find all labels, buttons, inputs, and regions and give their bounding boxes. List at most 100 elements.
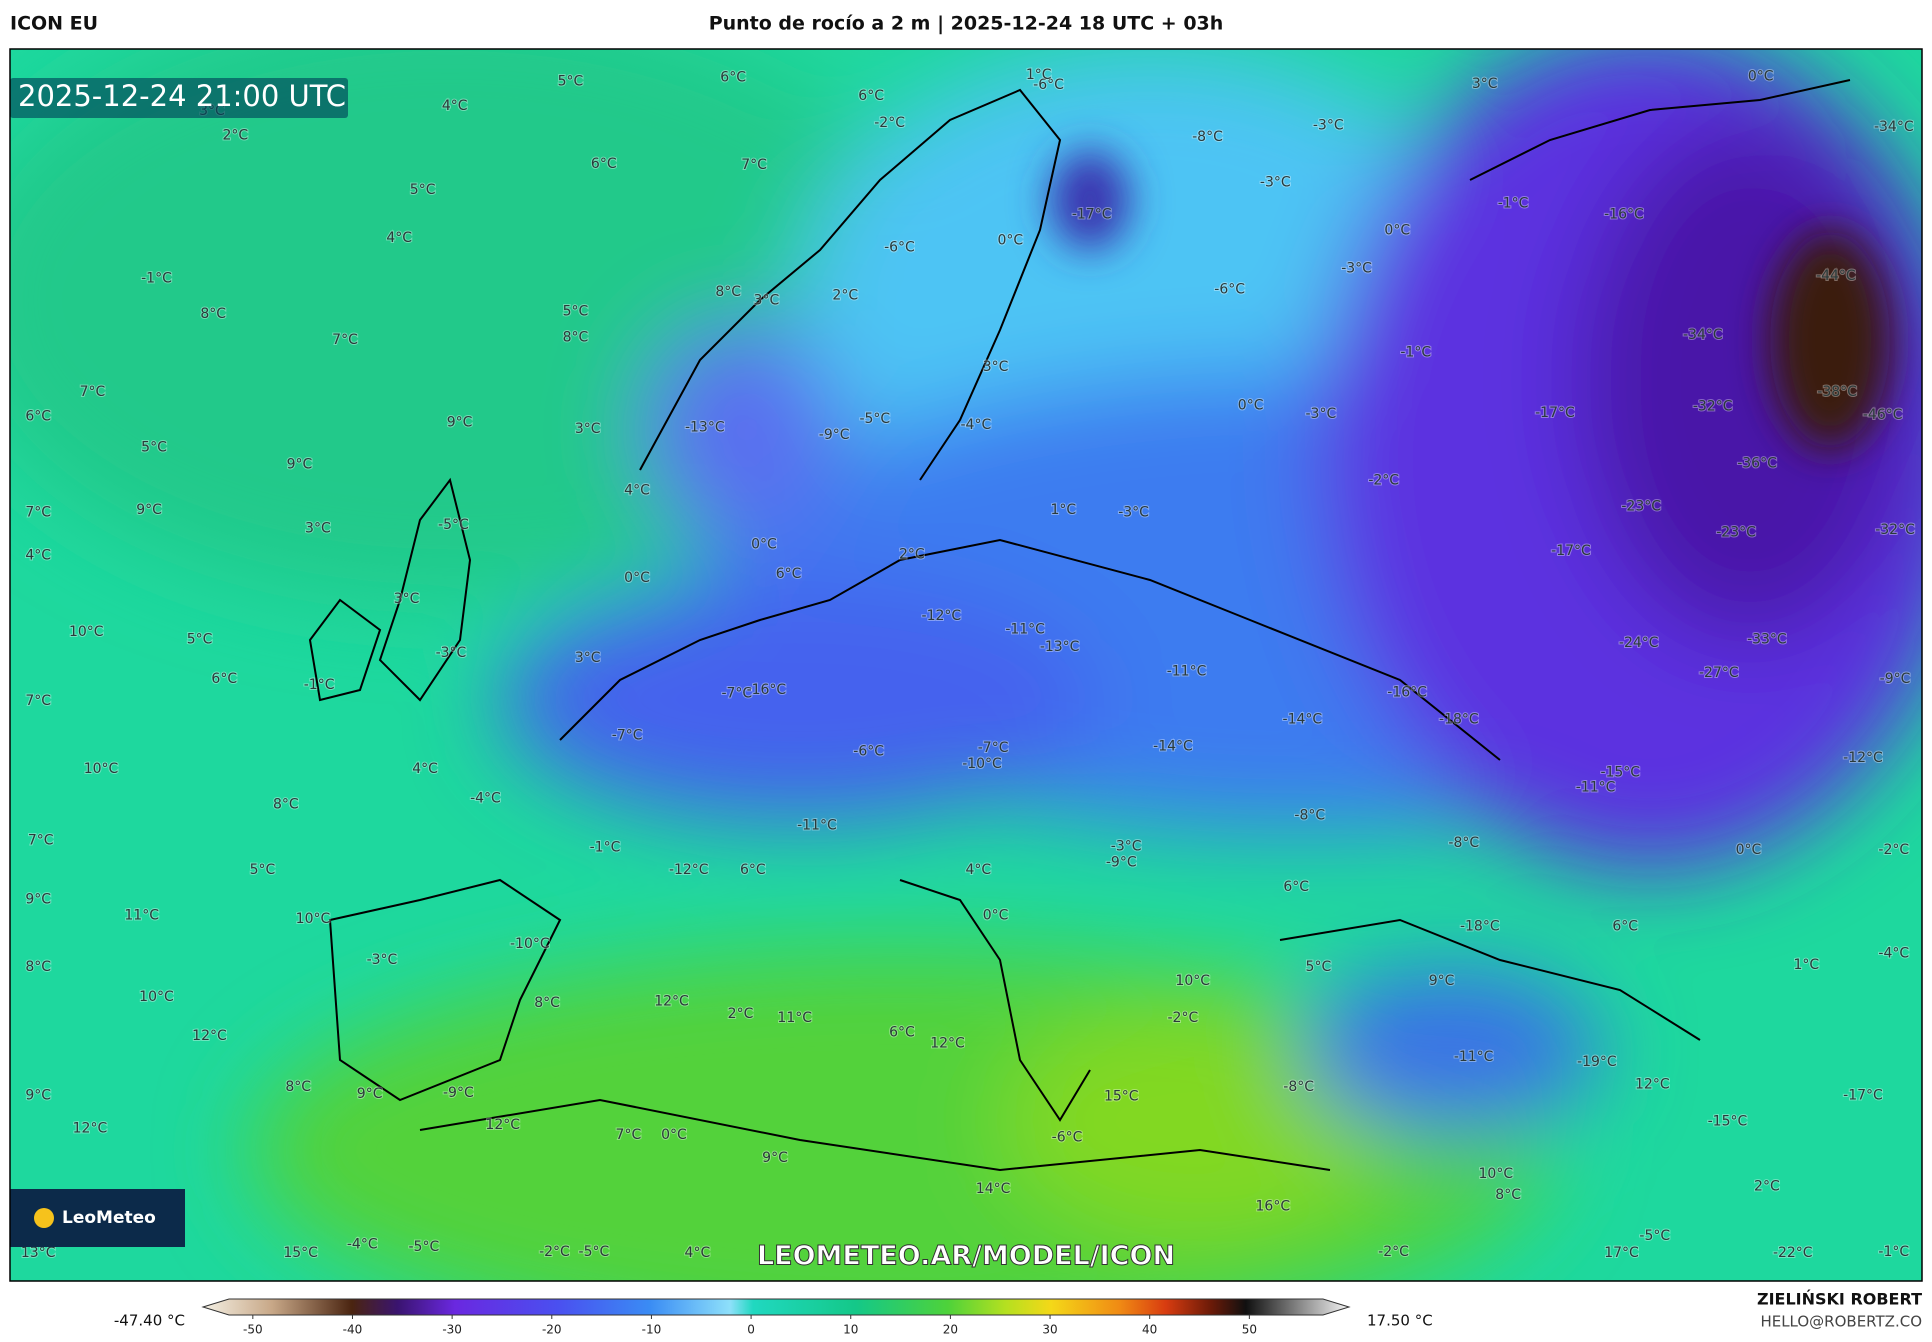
dewpoint-label: -36°C: [1737, 455, 1777, 471]
dewpoint-label: 3°C: [754, 293, 780, 309]
dewpoint-label: 7°C: [28, 832, 54, 848]
email: HELLO@ROBERTZ.CO: [1760, 1313, 1922, 1331]
dewpoint-label: -23°C: [1621, 498, 1661, 514]
dewpoint-label: -3°C: [1118, 505, 1149, 521]
timestamp: 2025-12-24 21:00 UTC: [18, 79, 346, 113]
dewpoint-label: -11°C: [1167, 664, 1207, 680]
dewpoint-label: -16°C: [1604, 206, 1644, 222]
dewpoint-label: 9°C: [136, 502, 162, 518]
dewpoint-label: 12°C: [485, 1117, 520, 1133]
dewpoint-label: 0°C: [1748, 68, 1774, 84]
dewpoint-label: 7°C: [25, 693, 51, 709]
dewpoint-label: 0°C: [1384, 222, 1410, 238]
dewpoint-label: -3°C: [1341, 261, 1372, 277]
dewpoint-label: 10°C: [1175, 973, 1210, 989]
dewpoint-label: 4°C: [412, 761, 438, 777]
dewpoint-label: 5°C: [558, 73, 584, 89]
dewpoint-label: 2°C: [728, 1006, 754, 1022]
dewpoint-label: -10°C: [510, 936, 550, 952]
dewpoint-label: 8°C: [25, 959, 51, 975]
dewpoint-label: 0°C: [661, 1127, 687, 1143]
dewpoint-label: -2°C: [1368, 473, 1399, 489]
dewpoint-label: 3°C: [983, 359, 1009, 375]
dewpoint-label: -9°C: [1880, 671, 1911, 687]
dewpoint-label: -8°C: [1448, 835, 1479, 851]
dewpoint-label: -34°C: [1683, 327, 1723, 343]
dewpoint-label: 2°C: [832, 288, 858, 304]
dewpoint-label: -6°C: [1214, 282, 1245, 298]
dewpoint-label: 13°C: [21, 1245, 56, 1261]
dewpoint-label: -9°C: [443, 1085, 474, 1101]
dewpoint-label: 3°C: [575, 421, 601, 437]
dewpoint-label: -4°C: [470, 790, 501, 806]
dewpoint-label: 14°C: [976, 1181, 1011, 1197]
dewpoint-label: -7°C: [612, 728, 643, 744]
dewpoint-label: -32°C: [1693, 399, 1733, 415]
dewpoint-label: 2°C: [899, 546, 925, 562]
dewpoint-label: -18°C: [1460, 919, 1500, 935]
colorbar-tick-label: -50: [243, 1323, 263, 1337]
dewpoint-label: 6°C: [858, 88, 884, 104]
dewpoint-label: 3°C: [1472, 76, 1498, 92]
dewpoint-label: 5°C: [563, 304, 589, 320]
dewpoint-label: -14°C: [1283, 712, 1323, 728]
dewpoint-label: 0°C: [624, 570, 650, 586]
dewpoint-label: 6°C: [25, 408, 51, 424]
dewpoint-label: 6°C: [889, 1025, 915, 1041]
dewpoint-label: 6°C: [1283, 879, 1309, 895]
dewpoint-label: -5°C: [408, 1239, 439, 1255]
dewpoint-label: 4°C: [624, 482, 650, 498]
author: ZIELIŃSKI ROBERT: [1757, 1290, 1922, 1309]
dewpoint-label: 7°C: [616, 1127, 642, 1143]
dewpoint-label: 9°C: [287, 457, 313, 473]
dewpoint-label: 6°C: [776, 566, 802, 582]
dewpoint-label: 7°C: [332, 332, 358, 348]
dewpoint-label: -15°C: [1708, 1113, 1748, 1129]
colorbar-bar: [201, 1298, 1351, 1316]
dewpoint-label: -17°C: [1551, 543, 1591, 559]
dewpoint-label: 3°C: [394, 591, 420, 607]
map-frame: [9, 48, 1923, 1282]
dewpoint-label: -3°C: [1313, 118, 1344, 134]
dewpoint-label: 0°C: [998, 232, 1024, 248]
label-layer: 5°C 6°C 4°C 3°C 2°C 6°C 7°C 5°C 4°C -1°C 8°C 5°C 8°C…: [20, 66, 1916, 1262]
colorbar-max: 17.50 °C: [1367, 1312, 1433, 1330]
map-title: Punto de rocío a 2 m | 2025-12-24 18 UTC…: [709, 13, 1224, 35]
dewpoint-label: 8°C: [285, 1079, 311, 1095]
dewpoint-label: 8°C: [563, 330, 589, 346]
dewpoint-label: -17°C: [1843, 1087, 1883, 1103]
dewpoint-label: -2°C: [539, 1244, 570, 1260]
dewpoint-label: -13°C: [1040, 639, 1080, 655]
colorbar-tick-label: 20: [943, 1323, 958, 1337]
dewpoint-label: 10°C: [69, 624, 104, 640]
dewpoint-label: 4°C: [25, 548, 51, 564]
dewpoint-label: -9°C: [1106, 855, 1137, 871]
colorbar-min: -47.40 °C: [114, 1312, 185, 1330]
dewpoint-label: 9°C: [25, 891, 51, 907]
dewpoint-label: 8°C: [534, 995, 560, 1011]
dewpoint-label: -6°C: [884, 240, 915, 256]
dewpoint-label: -8°C: [1192, 129, 1223, 145]
dewpoint-label: -22°C: [1773, 1245, 1813, 1261]
dewpoint-label: -10°C: [962, 756, 1002, 772]
dewpoint-label: -12°C: [669, 862, 709, 878]
dewpoint-label: 8°C: [715, 284, 741, 300]
dewpoint-label: 7°C: [25, 505, 51, 521]
dewpoint-label: -17°C: [1072, 206, 1112, 222]
dewpoint-label: 4°C: [442, 98, 468, 114]
dewpoint-label: 5°C: [141, 439, 167, 455]
dewpoint-label: -24°C: [1619, 635, 1659, 651]
colorbar-tick-label: -10: [642, 1323, 662, 1337]
dewpoint-label: -11°C: [797, 818, 837, 834]
dewpoint-label: -2°C: [1878, 842, 1909, 858]
dewpoint-label: -13°C: [685, 420, 725, 436]
dewpoint-label: -2°C: [1378, 1244, 1409, 1260]
dewpoint-label: 0°C: [1238, 397, 1264, 413]
dewpoint-label: -19°C: [1577, 1054, 1617, 1070]
dewpoint-label: -8°C: [1294, 808, 1325, 824]
colorbar-tick-label: 30: [1042, 1323, 1057, 1337]
dewpoint-label: 10°C: [296, 911, 331, 927]
dewpoint-label: -6°C: [853, 744, 884, 760]
